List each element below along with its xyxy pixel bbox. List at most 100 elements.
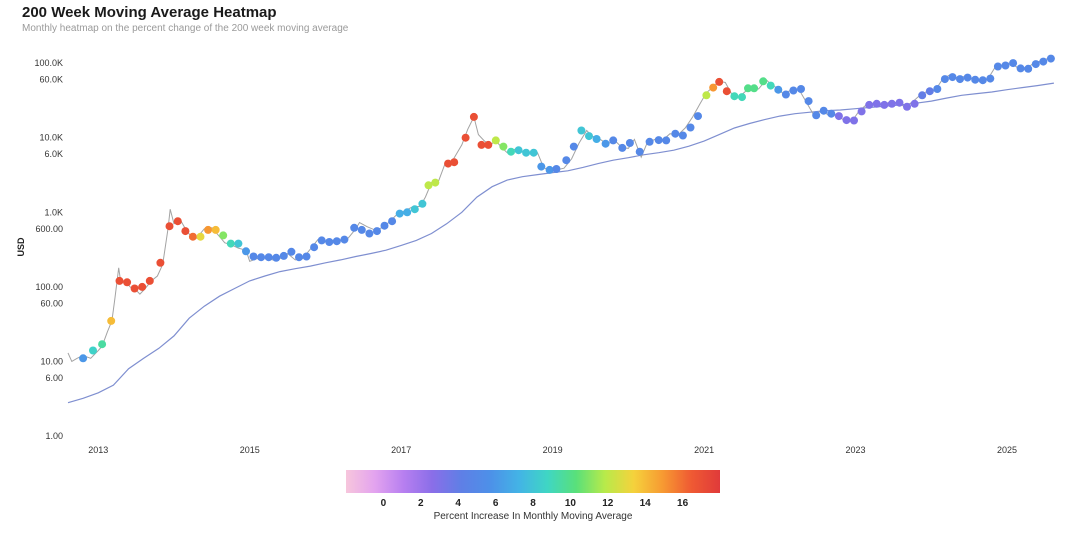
monthly-marker — [89, 346, 97, 355]
monthly-marker — [310, 243, 319, 252]
monthly-marker — [562, 156, 571, 165]
monthly-marker — [484, 140, 493, 149]
monthly-marker — [865, 100, 874, 109]
monthly-marker — [722, 87, 731, 96]
monthly-marker — [1001, 61, 1010, 70]
monthly-marker — [410, 205, 419, 214]
monthly-marker — [971, 75, 980, 84]
monthly-marker — [499, 142, 508, 151]
monthly-marker — [903, 102, 911, 111]
monthly-marker — [880, 100, 889, 109]
monthly-marker — [750, 84, 759, 93]
chart-title: 200 Week Moving Average Heatmap — [22, 4, 277, 21]
monthly-marker — [156, 258, 165, 267]
y-tick-label: 1.00 — [45, 431, 63, 441]
y-tick-label: 1.0K — [44, 207, 63, 217]
monthly-marker — [812, 111, 821, 120]
y-tick-label: 600.00 — [35, 224, 63, 234]
monthly-marker — [188, 232, 197, 241]
x-tick-label: 2025 — [997, 445, 1017, 455]
monthly-marker — [204, 225, 213, 234]
monthly-marker — [388, 217, 397, 226]
y-tick-label: 100.0K — [34, 58, 63, 68]
monthly-marker — [925, 87, 934, 96]
monthly-marker — [933, 85, 942, 93]
plot-area — [62, 42, 1060, 460]
monthly-marker — [709, 83, 718, 92]
monthly-marker — [715, 77, 724, 86]
colorbar-tick-label: 8 — [530, 498, 536, 509]
colorbar-tick-label: 0 — [381, 498, 387, 509]
monthly-marker — [963, 73, 972, 82]
colorbar-label: Percent Increase In Monthly Moving Avera… — [434, 511, 633, 522]
monthly-marker — [130, 284, 139, 293]
monthly-marker — [857, 107, 866, 116]
monthly-marker — [107, 316, 116, 325]
monthly-marker — [730, 92, 739, 101]
monthly-marker — [211, 225, 220, 234]
monthly-marker — [850, 116, 858, 125]
monthly-marker — [766, 81, 775, 90]
monthly-marker — [325, 238, 334, 246]
monthly-marker — [918, 91, 927, 100]
monthly-marker — [395, 209, 404, 218]
monthly-marker — [257, 253, 266, 262]
monthly-marker — [609, 136, 618, 145]
monthly-marker — [340, 235, 349, 244]
monthly-marker — [332, 237, 341, 246]
monthly-marker — [431, 178, 440, 187]
monthly-marker — [834, 112, 843, 121]
monthly-marker — [98, 340, 107, 349]
y-tick-label: 60.00 — [40, 298, 63, 308]
colorbar-tick-label: 4 — [455, 498, 461, 509]
monthly-marker — [635, 147, 644, 156]
monthly-marker — [537, 162, 546, 171]
monthly-marker — [797, 85, 805, 93]
monthly-marker — [759, 77, 768, 86]
monthly-marker — [887, 99, 896, 108]
monthly-marker — [618, 143, 627, 152]
monthly-marker — [1016, 64, 1025, 73]
y-tick-label: 60.0K — [39, 75, 63, 85]
monthly-marker — [1046, 54, 1055, 63]
monthly-marker — [234, 239, 243, 248]
monthly-marker — [552, 165, 561, 173]
x-tick-label: 2019 — [543, 445, 563, 455]
monthly-marker — [514, 146, 523, 155]
x-tick-label: 2023 — [846, 445, 866, 455]
monthly-marker — [819, 106, 828, 115]
monthly-marker — [145, 276, 154, 285]
monthly-marker — [872, 99, 881, 108]
monthly-marker — [444, 159, 453, 168]
x-tick-label: 2013 — [88, 445, 108, 455]
monthly-marker — [948, 73, 957, 82]
monthly-marker — [774, 85, 783, 94]
y-tick-label: 6.00 — [45, 373, 63, 383]
monthly-marker — [461, 133, 470, 142]
monthly-marker — [993, 62, 1002, 71]
monthly-marker — [1039, 57, 1048, 66]
monthly-marker — [895, 98, 904, 107]
monthly-marker — [940, 75, 949, 84]
monthly-marker — [365, 229, 374, 238]
monthly-marker — [804, 97, 813, 106]
x-tick-label: 2017 — [391, 445, 411, 455]
colorbar-tick-label: 2 — [418, 498, 424, 509]
colorbar — [346, 470, 720, 493]
monthly-marker — [279, 251, 288, 260]
monthly-marker — [287, 247, 296, 256]
monthly-marker — [789, 86, 798, 95]
monthly-marker — [545, 165, 554, 174]
monthly-marker — [662, 136, 671, 145]
monthly-marker — [738, 93, 746, 102]
monthly-marker — [219, 231, 228, 240]
monthly-marker — [138, 282, 147, 291]
monthly-marker — [577, 126, 586, 135]
monthly-marker — [424, 181, 433, 190]
monthly-marker — [507, 147, 515, 156]
monthly-marker — [842, 116, 851, 125]
monthly-marker — [272, 253, 281, 262]
monthly-marker — [522, 148, 531, 157]
monthly-marker — [350, 223, 359, 232]
